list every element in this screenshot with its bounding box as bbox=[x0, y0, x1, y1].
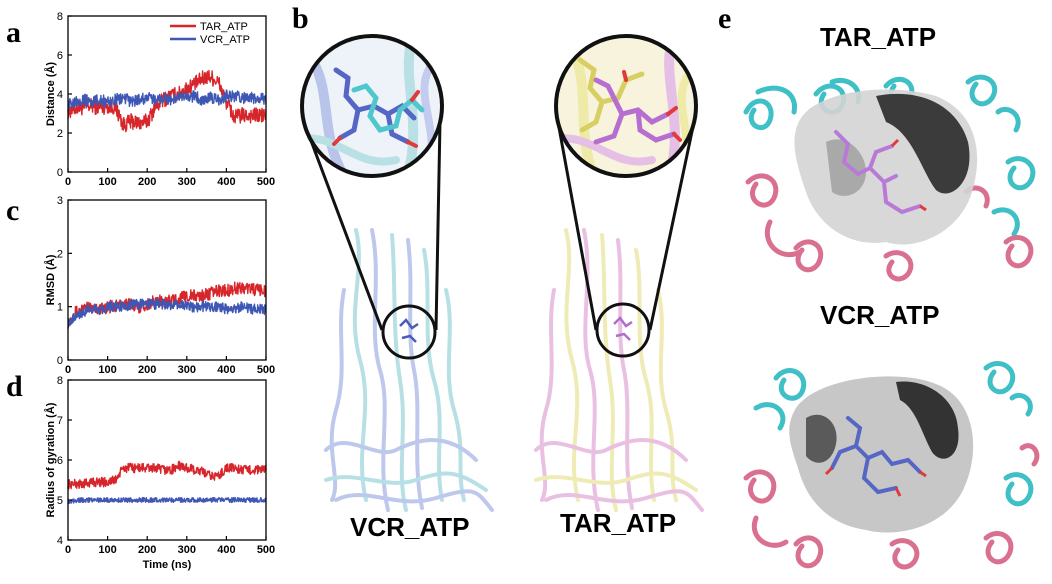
y-tick-label: 2 bbox=[57, 248, 63, 260]
x-tick-label: 300 bbox=[178, 176, 196, 188]
protein-tar-atp bbox=[534, 228, 704, 512]
panel-b-structures bbox=[300, 34, 704, 512]
zoom-cone-left bbox=[302, 121, 442, 331]
chart-c-rmsd: 0 100 200 300 400 500 0 1 2 3 RMSD (Å) bbox=[44, 195, 275, 374]
series-line-tar-atp bbox=[67, 69, 267, 133]
y-tick-label: 6 bbox=[57, 455, 63, 467]
series-line-vcr-atp bbox=[67, 496, 267, 505]
x-tick-label: 500 bbox=[257, 544, 275, 556]
y-tick-label: 2 bbox=[57, 128, 63, 140]
y-tick-label: 5 bbox=[57, 495, 63, 507]
x-tick-label: 400 bbox=[217, 544, 235, 556]
plot-frame bbox=[67, 199, 267, 361]
y-tick-label: 7 bbox=[57, 415, 63, 427]
protein-vcr-atp bbox=[324, 228, 494, 512]
series-line-tar-atp bbox=[67, 460, 267, 490]
pocket-marker-left bbox=[381, 304, 437, 360]
label-e-tar-atp: TAR_ATP bbox=[820, 22, 937, 52]
y-axis-label: Distance (Å) bbox=[44, 62, 57, 127]
x-tick-label: 300 bbox=[178, 364, 196, 374]
y-tick-label: 0 bbox=[57, 167, 63, 179]
x-tick-label: 200 bbox=[138, 364, 156, 374]
y-tick-label: 3 bbox=[57, 195, 63, 207]
panel-letter-b: b bbox=[292, 2, 309, 35]
plot-frame bbox=[67, 379, 267, 541]
pocket-marker-right bbox=[595, 302, 651, 358]
pocket-surface-vcr-atp bbox=[743, 361, 1040, 570]
x-tick-label: 0 bbox=[65, 364, 71, 374]
label-vcr-atp-structure: VCR_ATP bbox=[350, 512, 470, 542]
x-tick-label: 100 bbox=[98, 544, 116, 556]
y-tick-label: 6 bbox=[57, 50, 63, 62]
x-axis-label: Time (ns) bbox=[143, 559, 192, 571]
y-tick-label: 8 bbox=[57, 11, 63, 23]
x-tick-label: 0 bbox=[65, 544, 71, 556]
y-axis-label: RMSD (Å) bbox=[44, 254, 57, 305]
y-axis-label: Radius of gyration (Å) bbox=[44, 402, 57, 517]
chart-d-radius-of-gyration: 0 100 200 300 400 500 4 5 6 7 8 Radius of gyration … bbox=[44, 375, 275, 571]
y-tick-label: 8 bbox=[57, 375, 63, 387]
x-tick-label: 200 bbox=[138, 544, 156, 556]
x-tick-label: 100 bbox=[98, 176, 116, 188]
x-tick-label: 500 bbox=[257, 364, 275, 374]
x-tick-label: 500 bbox=[257, 176, 275, 188]
y-tick-label: 4 bbox=[57, 535, 63, 547]
series-line-tar-atp bbox=[67, 281, 267, 330]
series-line-vcr-atp bbox=[67, 298, 267, 329]
label-e-vcr-atp: VCR_ATP bbox=[820, 300, 940, 330]
legend-entry: TAR_ATP bbox=[200, 21, 248, 33]
y-tick-label: 4 bbox=[57, 89, 63, 101]
series-line-vcr-atp bbox=[67, 89, 267, 112]
x-tick-label: 0 bbox=[65, 176, 71, 188]
x-tick-label: 400 bbox=[217, 176, 235, 188]
chart-a-distance: 0 100 200 300 400 500 0 2 4 6 8 Distance (Å) TAR_ATP… bbox=[44, 11, 275, 188]
x-tick-label: 400 bbox=[217, 364, 235, 374]
x-tick-label: 100 bbox=[98, 364, 116, 374]
panel-letter-e: e bbox=[718, 2, 732, 35]
x-tick-label: 200 bbox=[138, 176, 156, 188]
y-tick-label: 1 bbox=[57, 302, 63, 314]
label-tar-atp-structure: TAR_ATP bbox=[560, 508, 677, 538]
panel-letter-c: c bbox=[6, 194, 20, 227]
zoom-circle-right bbox=[554, 34, 698, 178]
legend-entry: VCR_ATP bbox=[200, 34, 250, 46]
panel-letter-a: a bbox=[6, 16, 21, 49]
y-tick-label: 0 bbox=[57, 355, 63, 367]
zoom-cone-right bbox=[556, 121, 696, 331]
pocket-surface-tar-atp bbox=[743, 74, 1036, 282]
panel-letter-d: d bbox=[6, 370, 23, 403]
x-tick-label: 300 bbox=[178, 544, 196, 556]
